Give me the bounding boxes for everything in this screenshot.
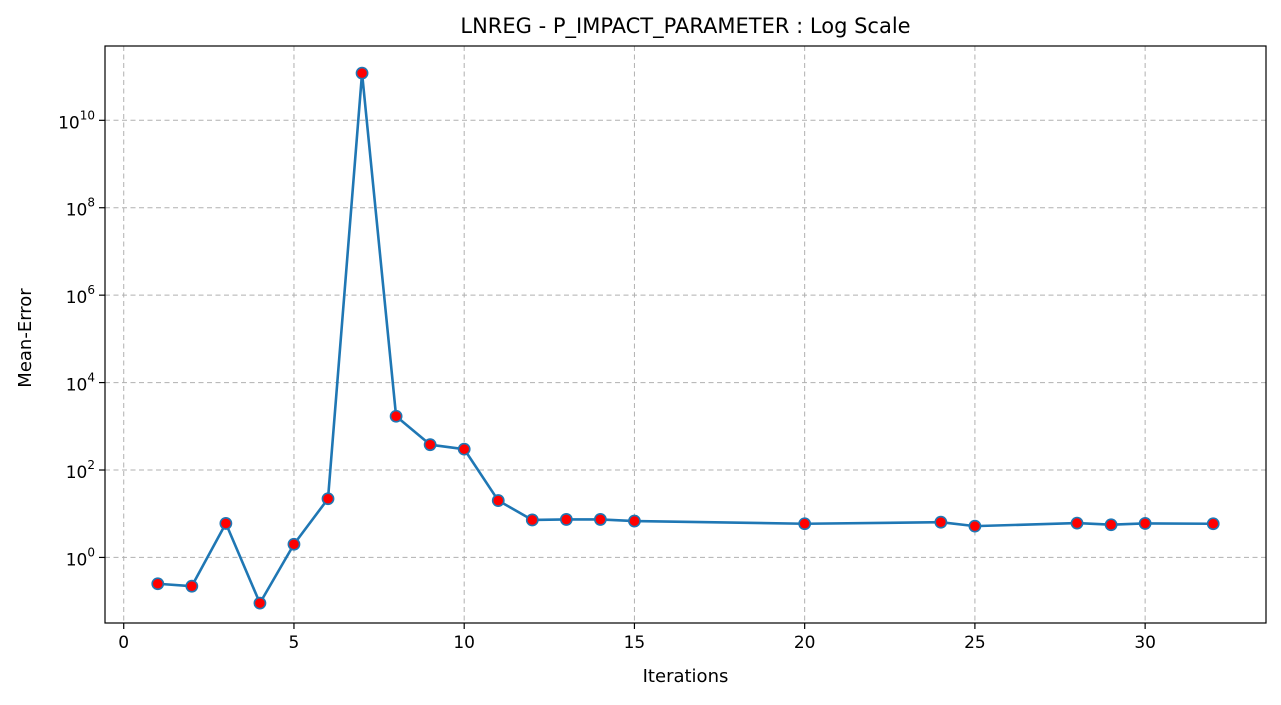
x-tick-label: 15 [624, 633, 646, 653]
data-point [628, 514, 641, 528]
data-point [934, 515, 948, 529]
data-point [389, 409, 403, 423]
chart-title: LNREG - P_IMPACT_PARAMETER : Log Scale [460, 14, 910, 39]
data-point [321, 492, 335, 506]
y-tick-base: 10 [66, 376, 88, 396]
data-point [491, 494, 505, 507]
data-point [1138, 517, 1152, 530]
y-tick-label: 102 [66, 458, 95, 483]
y-axis-label: Mean-Error [15, 288, 36, 388]
y-tick-exponent: 0 [87, 545, 95, 559]
y-tick-label: 100 [66, 545, 95, 570]
y-tick-base: 10 [66, 463, 88, 483]
y-tick-label: 104 [66, 371, 95, 396]
data-point [287, 537, 301, 551]
x-axis: 0 5 10 15 20 25 30 [118, 623, 1156, 653]
x-tick-label: 10 [453, 633, 475, 653]
data-point [1070, 516, 1084, 530]
data-point [798, 517, 812, 531]
plot-area-frame [104, 45, 1267, 624]
y-tick-exponent: 10 [80, 108, 95, 122]
y-tick-base: 10 [66, 550, 88, 570]
grid-lines [105, 46, 1266, 623]
y-tick-exponent: 2 [87, 458, 95, 472]
y-tick-label: 1010 [58, 108, 95, 133]
y-tick-exponent: 8 [87, 196, 95, 210]
y-tick-label: 108 [66, 196, 95, 221]
data-point [355, 66, 369, 80]
y-tick-base: 10 [66, 201, 88, 221]
series-line [157, 71, 1214, 605]
x-tick-label: 25 [964, 633, 986, 653]
y-tick-exponent: 4 [87, 371, 95, 385]
y-tick-base: 10 [66, 288, 88, 308]
data-point [525, 513, 539, 527]
x-tick-label: 20 [794, 633, 816, 653]
x-tick-label: 0 [118, 633, 129, 653]
data-point [151, 577, 165, 591]
y-tick-base: 10 [58, 113, 80, 133]
x-axis-label: Iterations [643, 666, 729, 687]
data-point [968, 519, 982, 533]
data-point [185, 579, 199, 593]
data-point [253, 596, 267, 610]
y-tick-label: 106 [66, 283, 95, 308]
data-point [1206, 517, 1220, 531]
data-point [1104, 518, 1118, 532]
data-point [559, 513, 573, 526]
data-point [219, 517, 233, 530]
x-tick-label: 5 [289, 633, 300, 653]
data-point [593, 513, 607, 526]
data-series [151, 66, 1220, 610]
data-point [457, 442, 471, 456]
x-tick-label: 30 [1134, 633, 1156, 653]
y-tick-exponent: 6 [87, 283, 95, 297]
data-point [423, 438, 437, 452]
